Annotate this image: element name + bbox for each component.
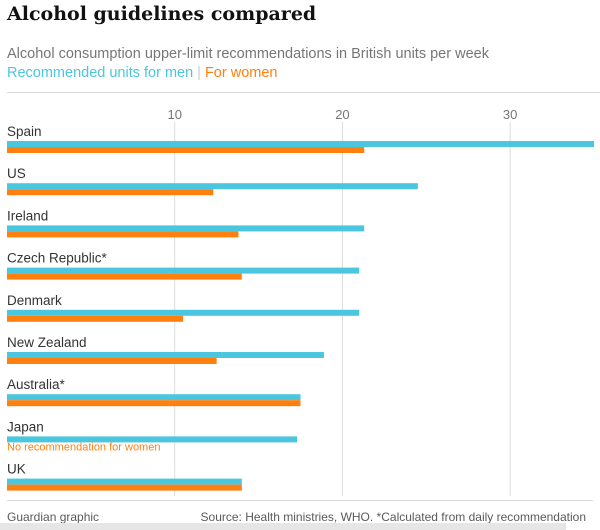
legend-men: Recommended units for men <box>7 65 194 81</box>
bar-men-japan <box>7 436 298 443</box>
chart-title: Alcohol guidelines compared <box>7 3 317 25</box>
bar-men-australia <box>7 394 301 401</box>
annotation-japan: No recommendation for women <box>7 441 160 453</box>
bar-women-spain <box>7 147 365 153</box>
category-label-us: US <box>7 166 26 181</box>
horizontal-scrollbar[interactable] <box>0 523 566 530</box>
category-label-denmark: Denmark <box>7 293 62 308</box>
bar-women-australia <box>7 400 301 407</box>
bar-women-new-zealand <box>7 358 217 364</box>
bar-men-new-zealand <box>7 352 324 358</box>
bar-women-czech-republic <box>7 273 242 280</box>
bar-chart: 10 20 30 Spain US Ireland Czech Republic* Denma… <box>7 107 594 496</box>
top-rule <box>7 92 600 93</box>
legend: Recommended units for men | For women <box>7 65 277 81</box>
bar-men-spain <box>7 141 594 147</box>
bar-men-ireland <box>7 225 365 232</box>
category-label-czech-republic: Czech Republic* <box>7 251 108 266</box>
bar-men-denmark <box>7 309 360 316</box>
source-text: Source: Health ministries, WHO. *Calcula… <box>200 510 586 524</box>
category-label-new-zealand: New Zealand <box>7 335 87 350</box>
x-tick-label-10: 10 <box>167 107 181 122</box>
legend-separator: | <box>197 65 201 81</box>
category-label-japan: Japan <box>7 419 44 434</box>
footer-rule <box>7 500 593 501</box>
bar-men-czech-republic <box>7 267 360 274</box>
category-label-ireland: Ireland <box>7 208 48 223</box>
category-label-spain: Spain <box>7 124 42 139</box>
credit-text: Guardian graphic <box>7 510 100 524</box>
bar-men-us <box>7 183 418 190</box>
bar-men-uk <box>7 478 242 485</box>
chart-subtitle: Alcohol consumption upper-limit recommen… <box>7 46 489 62</box>
bar-women-us <box>7 189 214 196</box>
bar-women-ireland <box>7 231 239 238</box>
x-tick-label-20: 20 <box>335 107 349 122</box>
x-tick-label-30: 30 <box>503 107 517 122</box>
category-label-australia: Australia* <box>7 377 66 392</box>
bar-women-uk <box>7 484 242 491</box>
legend-women: For women <box>204 65 278 81</box>
bar-women-denmark <box>7 315 184 322</box>
category-label-uk: UK <box>7 462 26 477</box>
